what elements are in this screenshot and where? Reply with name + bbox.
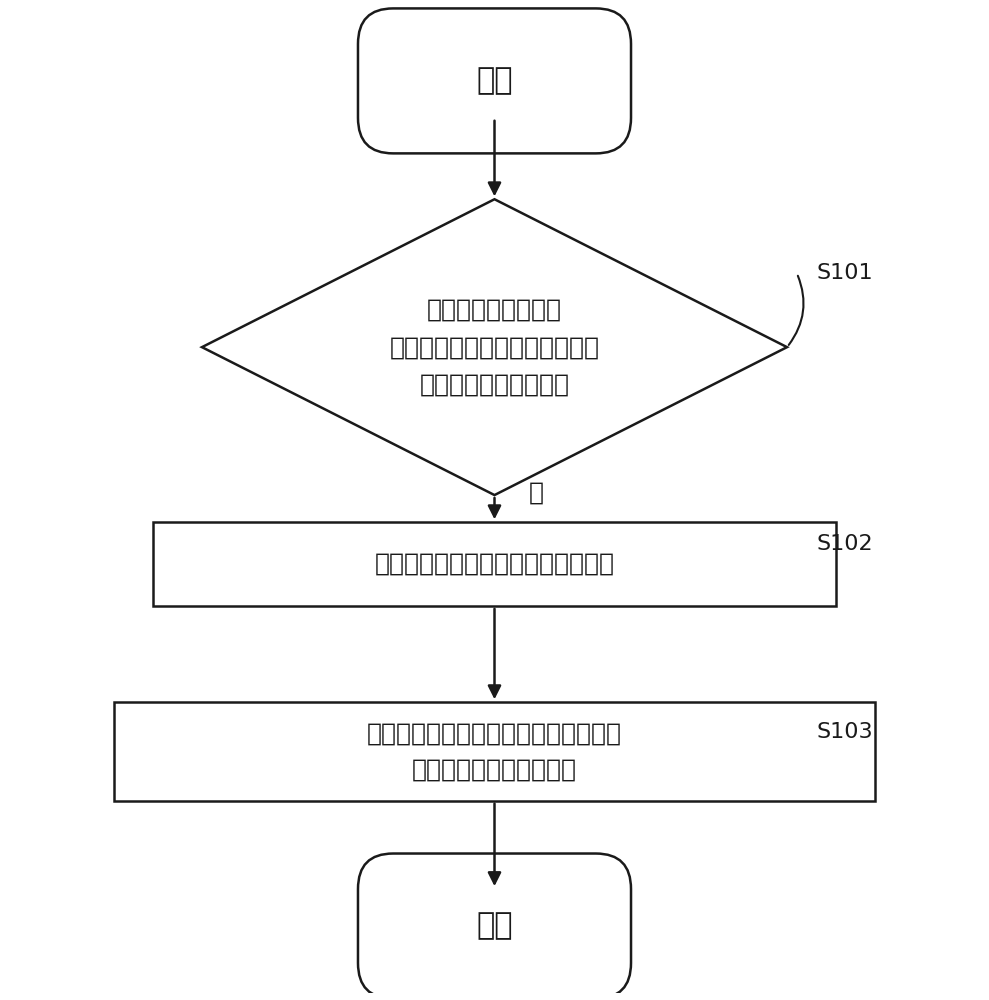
Bar: [153, 522, 836, 606]
Polygon shape: [202, 199, 787, 495]
Text: 在第一频率范围中除目标频率范围外的
其他频率范围上收发数据: 在第一频率范围中除目标频率范围外的 其他频率范围上收发数据: [367, 722, 622, 781]
Text: S101: S101: [816, 263, 873, 283]
Bar: [114, 702, 875, 801]
Text: 结束: 结束: [477, 912, 512, 940]
FancyBboxPatch shape: [358, 854, 631, 998]
Text: 确定第二频率范围的
频率信号是否与第一频率范围的
频率信号发生谐波干扰: 确定第二频率范围的 频率信号是否与第一频率范围的 频率信号发生谐波干扰: [390, 298, 599, 396]
FancyBboxPatch shape: [358, 8, 631, 153]
Text: S102: S102: [816, 534, 873, 554]
Text: S103: S103: [816, 722, 873, 742]
Text: 根据第二频率范围确定目标频率范围: 根据第二频率范围确定目标频率范围: [375, 552, 614, 576]
Text: 开始: 开始: [477, 66, 512, 95]
Text: 是: 是: [529, 480, 544, 504]
